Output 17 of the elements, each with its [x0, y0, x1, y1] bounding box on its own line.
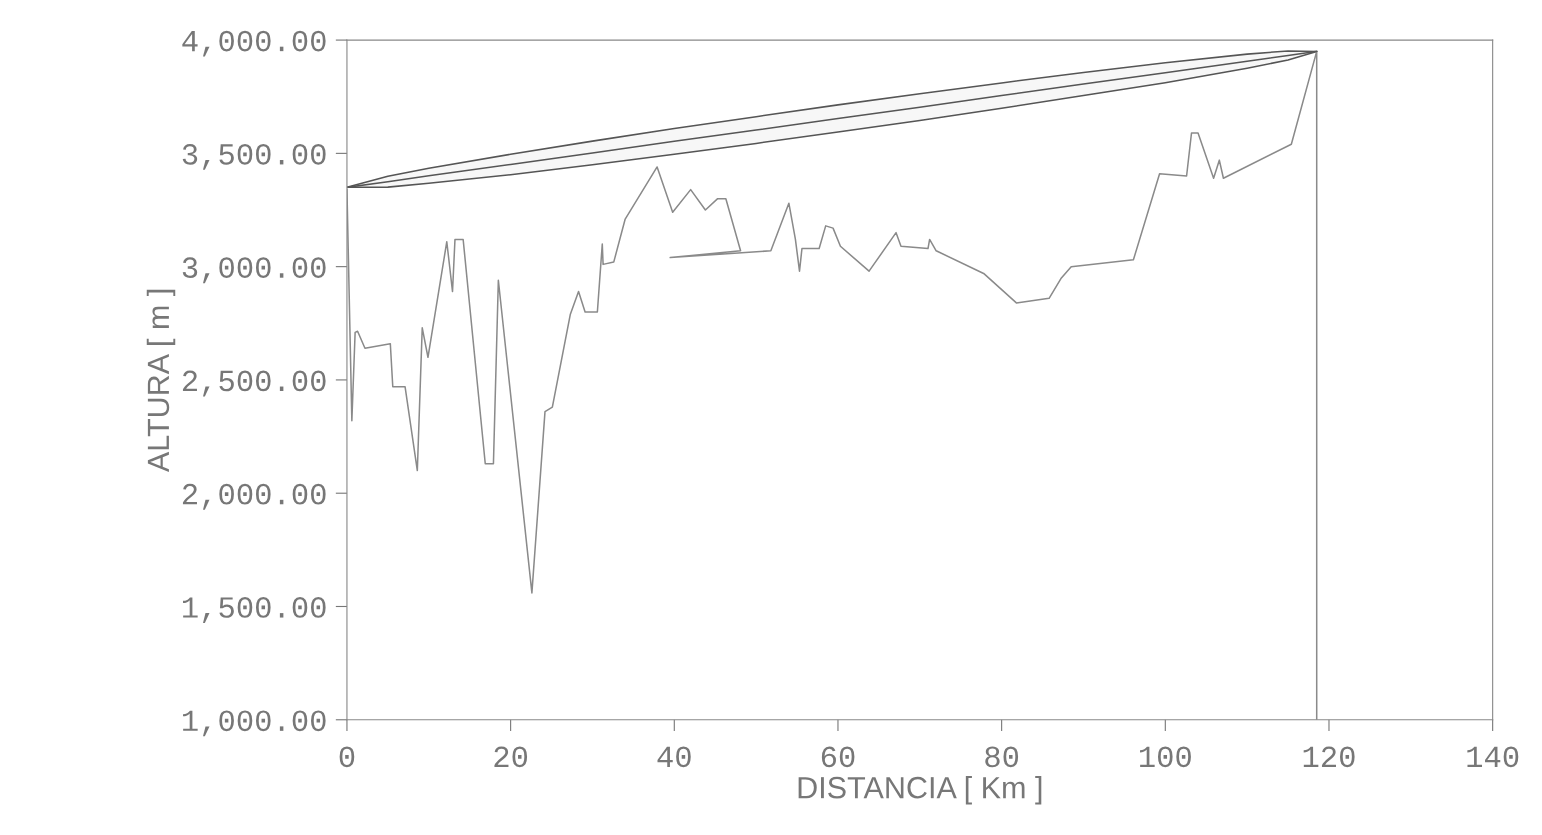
- y-tick-label: 2,000.00: [182, 483, 326, 510]
- y-tick-label: 2,500.00: [182, 370, 326, 397]
- x-axis-title: DISTANCIA [ Km ]: [798, 776, 1042, 805]
- x-tick-label: 120: [1303, 746, 1355, 768]
- y-tick-label: 3,500.00: [182, 143, 326, 170]
- y-tick-label: 3,000.00: [182, 257, 326, 284]
- y-tick-label: 1,500.00: [183, 597, 326, 623]
- x-tick-label: 100: [1140, 746, 1191, 768]
- x-tick-label: 40: [657, 746, 691, 768]
- x-tick-label: 140: [1467, 746, 1519, 768]
- x-tick-label: 20: [494, 746, 528, 768]
- x-tick-label: 60: [821, 746, 855, 768]
- x-tick-label: 0: [339, 746, 355, 768]
- y-tick-label: 1,000.00: [183, 710, 326, 737]
- y-tick-label: 4,000.00: [182, 30, 326, 57]
- x-tick-label: 80: [985, 746, 1019, 768]
- y-axis-title: ALTURA [ m ]: [146, 289, 176, 473]
